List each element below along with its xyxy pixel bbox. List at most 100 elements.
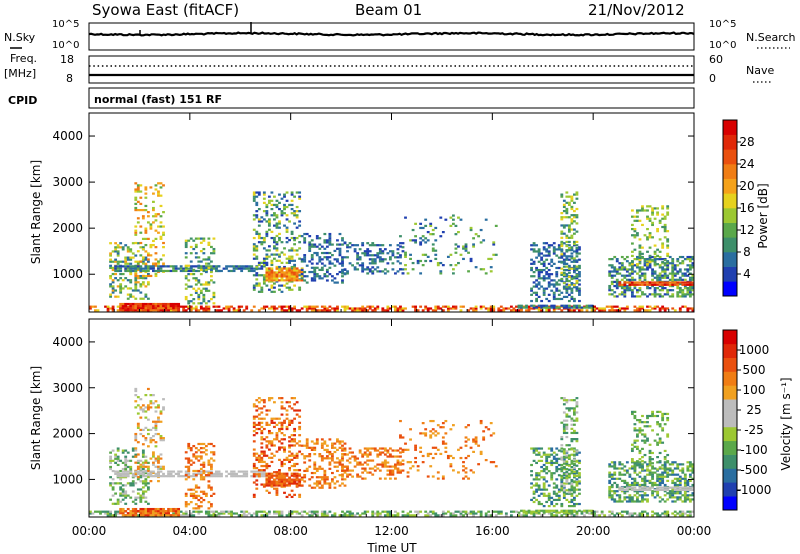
data-cell: [179, 267, 183, 270]
data-cell: [494, 253, 498, 256]
data-cell: [444, 432, 448, 435]
data-cell: [356, 307, 360, 310]
data-cell: [562, 203, 566, 206]
data-cell: [119, 469, 123, 473]
data-cell: [368, 305, 372, 308]
data-cell: [162, 225, 165, 228]
data-cell: [552, 283, 556, 286]
data-cell: [628, 284, 632, 288]
data-cell: [141, 410, 145, 413]
data-cell: [547, 306, 551, 309]
data-cell: [144, 500, 148, 503]
data-cell: [409, 253, 412, 256]
data-cell: [381, 451, 385, 454]
data-cell: [262, 305, 266, 308]
data-cell: [396, 514, 400, 517]
data-cell: [381, 461, 385, 464]
data-cell: [308, 249, 312, 253]
data-cell: [136, 510, 140, 513]
data-cell: [623, 289, 627, 292]
data-cell: [199, 451, 203, 454]
data-cell: [378, 447, 382, 450]
data-cell: [643, 260, 647, 263]
data-cell: [545, 250, 549, 253]
data-cell: [535, 297, 539, 301]
data-cell: [126, 267, 130, 270]
data-cell: [454, 251, 458, 254]
data-cell: [441, 422, 445, 425]
data-cell: [114, 265, 118, 268]
data-cell: [636, 215, 639, 218]
data-cell: [104, 510, 107, 513]
data-cell: [240, 510, 244, 513]
data-cell: [298, 224, 302, 227]
data-cell: [275, 434, 279, 437]
data-cell: [487, 510, 491, 513]
data-cell: [341, 281, 344, 284]
data-cell: [459, 514, 463, 517]
data-cell: [245, 265, 249, 268]
data-cell: [567, 255, 571, 258]
data-cell: [431, 247, 435, 250]
data-cell: [336, 469, 339, 473]
data-cell: [618, 512, 622, 515]
data-cell: [555, 468, 559, 471]
data-cell: [636, 258, 639, 261]
data-cell: [565, 236, 569, 239]
data-cell: [573, 257, 576, 260]
data-cell: [484, 514, 488, 517]
data-cell: [257, 458, 261, 461]
data-cell: [257, 423, 261, 426]
data-cell: [126, 307, 130, 310]
data-cell: [300, 260, 304, 263]
data-cell: [260, 288, 264, 291]
data-cell: [444, 305, 448, 308]
data-cell: [255, 473, 259, 476]
data-cell: [275, 417, 279, 420]
data-cell: [124, 265, 128, 268]
data-cell: [278, 484, 281, 487]
data-cell: [265, 255, 269, 258]
data-cell: [262, 193, 266, 196]
nsky-label: N.Sky: [4, 31, 36, 44]
data-cell: [560, 487, 564, 490]
data-cell: [625, 274, 629, 277]
data-cell: [141, 281, 145, 284]
data-cell: [386, 262, 390, 265]
data-cell: [625, 255, 629, 259]
data-cell: [530, 248, 533, 251]
data-cell: [290, 480, 294, 483]
data-cell: [555, 465, 559, 469]
data-cell: [537, 509, 541, 512]
data-cell: [555, 266, 559, 270]
data-cell: [532, 490, 536, 493]
data-cell: [593, 307, 596, 310]
data-cell: [109, 266, 112, 269]
data-cell: [542, 488, 546, 491]
data-cell: [288, 467, 291, 470]
data-cell: [333, 476, 337, 479]
data-cell: [141, 514, 145, 517]
data-cell: [192, 265, 196, 268]
data-cell: [270, 444, 274, 447]
data-cell: [320, 266, 324, 269]
data-cell: [401, 242, 405, 245]
data-cell: [434, 514, 438, 517]
data-cell: [131, 269, 135, 273]
data-cell: [578, 287, 581, 290]
data-cell: [280, 514, 284, 517]
data-cell: [139, 276, 143, 280]
data-cell: [618, 307, 622, 310]
data-cell: [207, 237, 211, 240]
data-cell: [267, 195, 271, 198]
data-cell: [280, 407, 284, 410]
data-cell: [310, 446, 314, 449]
data-cell: [638, 250, 642, 253]
data-cell: [661, 213, 665, 216]
data-cell: [542, 287, 546, 290]
data-cell: [315, 512, 319, 515]
data-cell: [260, 452, 264, 455]
data-cell: [424, 237, 428, 240]
data-cell: [343, 465, 347, 468]
data-cell: [285, 205, 289, 209]
